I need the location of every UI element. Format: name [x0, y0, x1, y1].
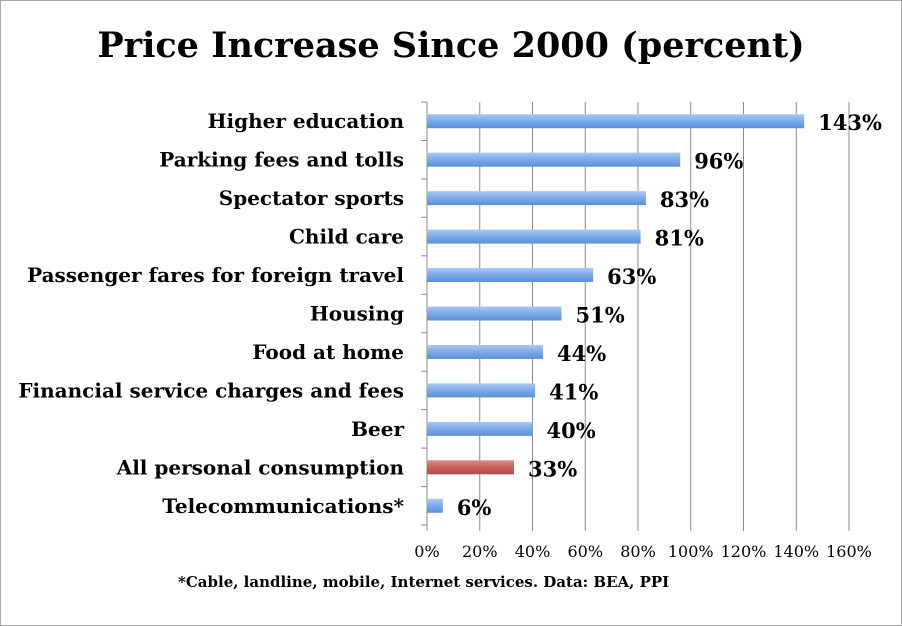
category-label: All personal consumption — [116, 455, 405, 479]
chart-title: Price Increase Since 2000 (percent) — [97, 25, 805, 66]
x-tick-label: 140% — [773, 542, 819, 561]
x-tick-label: 120% — [721, 542, 767, 561]
data-label: 83% — [660, 187, 709, 212]
category-label: Housing — [310, 302, 404, 326]
category-label: Spectator sports — [219, 186, 404, 210]
category-label: Child care — [289, 225, 404, 249]
category-label: Food at home — [252, 340, 404, 364]
category-label: Passenger fares for foreign travel — [27, 263, 404, 287]
x-tick-label: 60% — [567, 542, 603, 561]
bar — [427, 306, 562, 321]
category-label: Telecommunications* — [162, 494, 404, 518]
data-label: 44% — [557, 341, 606, 366]
bar — [427, 421, 533, 436]
bar — [427, 383, 536, 398]
x-tick-label: 40% — [515, 542, 551, 561]
bar — [427, 114, 805, 129]
bar — [427, 229, 641, 244]
x-tick-label: 80% — [620, 542, 656, 561]
x-tick-label: 100% — [668, 542, 714, 561]
bar-highlight — [427, 460, 515, 475]
category-label: Beer — [351, 417, 404, 441]
x-tick-label: 20% — [462, 542, 498, 561]
category-label: Parking fees and tolls — [159, 148, 404, 172]
bar — [427, 268, 594, 283]
x-tick-label: 0% — [414, 542, 439, 561]
bar — [427, 344, 544, 359]
bar — [427, 191, 646, 206]
data-label: 96% — [694, 149, 743, 174]
data-label: 63% — [607, 264, 656, 289]
data-label: 81% — [655, 226, 704, 251]
data-label: 51% — [576, 303, 625, 328]
data-label: 6% — [457, 495, 492, 520]
bar — [427, 498, 443, 513]
x-tick-label: 160% — [826, 542, 872, 561]
data-label: 41% — [549, 379, 598, 404]
category-label: Higher education — [208, 109, 405, 133]
category-label: Financial service charges and fees — [18, 378, 404, 402]
chart-footnote: *Cable, landline, mobile, Internet servi… — [178, 573, 670, 591]
bar — [427, 152, 681, 167]
data-label: 33% — [528, 456, 577, 481]
data-label: 40% — [547, 418, 596, 443]
data-label: 143% — [818, 110, 882, 135]
